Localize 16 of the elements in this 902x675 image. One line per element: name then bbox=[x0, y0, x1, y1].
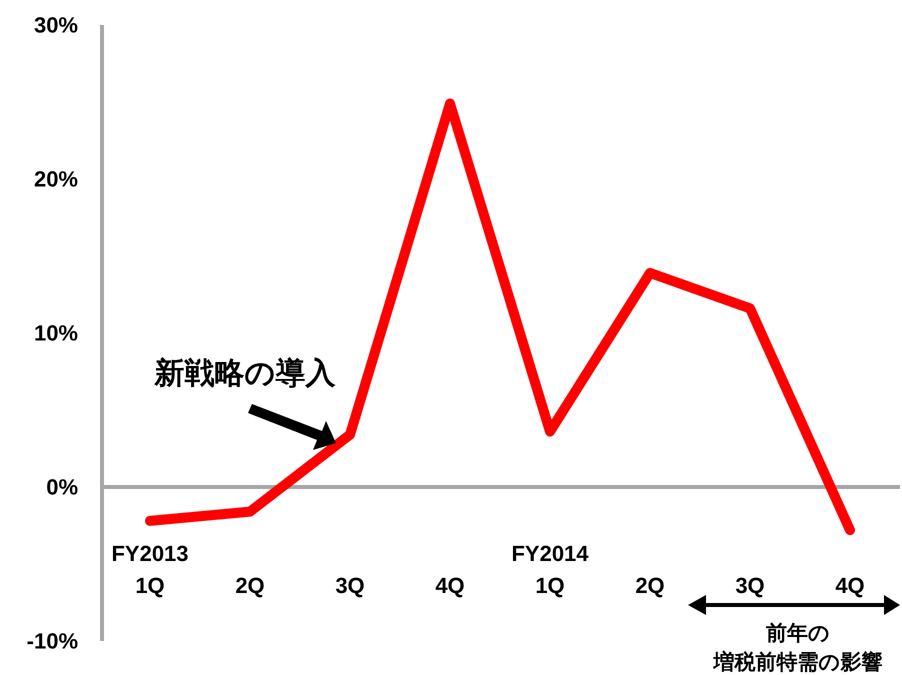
x-tick-label: FY2014 1Q bbox=[511, 541, 590, 598]
x-tick-label: 3Q bbox=[735, 573, 765, 598]
x-tick-label: FY2013 1Q bbox=[111, 541, 189, 598]
x-tick-label: 2Q bbox=[235, 573, 265, 598]
y-tick-label: -10% bbox=[26, 628, 78, 654]
y-tick-label: 0% bbox=[46, 474, 78, 500]
x-tick-label: 3Q bbox=[335, 573, 365, 598]
y-tick-label: 10% bbox=[34, 320, 78, 346]
y-tick-label: 30% bbox=[34, 12, 78, 38]
x-tick-label: 2Q bbox=[635, 573, 665, 598]
text: 増税前特需の影響 bbox=[712, 650, 882, 674]
x-tick-label: 4Q bbox=[435, 573, 465, 598]
y-tick-label: 20% bbox=[34, 166, 78, 192]
annotation: 新戦略の導入 bbox=[154, 356, 336, 390]
x-tick-label: 4Q bbox=[835, 573, 865, 598]
annotation: 前年の bbox=[765, 622, 830, 645]
